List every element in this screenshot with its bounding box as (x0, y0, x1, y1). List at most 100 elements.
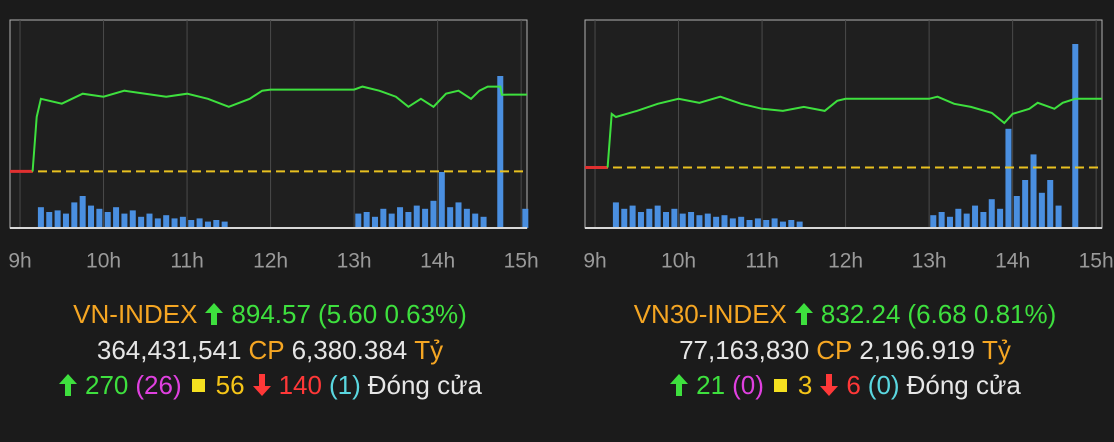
floor: (0) (867, 369, 900, 400)
volume-bar (413, 205, 420, 228)
volume-bar (121, 213, 128, 228)
volume-unit: CP (248, 334, 285, 365)
volume-bar (430, 200, 437, 228)
volume-bar (621, 208, 628, 228)
index-row: VN-INDEX 894.57 (5.60 0.63%) (0, 297, 550, 331)
square-icon (773, 379, 787, 392)
volume-bar (771, 218, 778, 228)
volume-bar (763, 220, 770, 228)
turnover: 6,380.384 (291, 334, 408, 365)
volume-bar (438, 172, 445, 228)
index-value: 832.24 (820, 298, 901, 329)
up-arrow (794, 303, 813, 325)
down-arrow (252, 374, 271, 396)
advances: 21 (696, 369, 726, 400)
volume-bar (612, 202, 619, 228)
index-line (606, 95, 1102, 168)
volume-bar (54, 210, 61, 228)
index-line (31, 85, 528, 172)
volume-bar (704, 213, 711, 228)
volume-bar (79, 196, 86, 228)
volume-bar (946, 216, 953, 228)
volume-bar (796, 221, 803, 228)
x-tick-label: 13h (337, 250, 372, 273)
volume-bar (46, 212, 53, 228)
volume-bar (980, 212, 987, 228)
volume-bar (138, 216, 145, 228)
volume-bar (96, 208, 103, 228)
volume-bar (646, 208, 653, 228)
volume-bar (196, 218, 203, 228)
x-tick-label: 10h (86, 250, 121, 273)
volume-bar (972, 205, 979, 228)
volume: 364,431,541 (96, 334, 242, 365)
square-icon (191, 379, 205, 392)
volume-bar (721, 215, 728, 228)
volume-bar (663, 212, 670, 228)
advances: 270 (85, 369, 129, 400)
up-arrow (205, 303, 224, 325)
status: Đóng cửa (367, 369, 482, 400)
volume-bar (388, 213, 395, 228)
charts: 9h 10h 11h 12h 13h 14h 15h 9h 10h 11h 12h 13h 14h 15h (8, 19, 1114, 273)
volume-bar (696, 215, 703, 228)
index-row: VN30-INDEX 832.24 (6.68 0.81%) (565, 297, 1114, 331)
turnover-unit: Tỷ (414, 334, 444, 365)
volume-bar (447, 207, 454, 228)
volume-bar (637, 212, 644, 228)
volume-bar (1030, 154, 1037, 228)
volume-bar (380, 208, 387, 228)
volume-bar (37, 207, 44, 228)
volume-bar (213, 220, 220, 228)
volume-bar (938, 212, 945, 228)
volume-bar (363, 212, 370, 228)
x-tick-label: 14h (995, 250, 1030, 273)
x-tick-label: 15h (1079, 250, 1114, 273)
volume-bar (688, 212, 695, 228)
volume-bar (729, 218, 736, 228)
volume-bar (355, 213, 362, 228)
index-change: (6.68 0.81%) (907, 298, 1057, 329)
volume-bar (179, 216, 186, 228)
volume-bar (522, 208, 529, 228)
volume-bar (71, 202, 78, 228)
floor: (1) (328, 369, 361, 400)
volume-bar (679, 213, 686, 228)
turnover: 2,196.919 (859, 334, 976, 365)
volume-bar (188, 220, 195, 228)
volume-bar (113, 207, 120, 228)
plot-area (9, 19, 528, 229)
volume-bar (129, 210, 136, 228)
volume-bar (671, 208, 678, 228)
volume-bar (154, 218, 161, 228)
volume-bar (171, 218, 178, 228)
x-tick-label: 9h (8, 250, 31, 273)
volume-bar (88, 205, 95, 228)
volume-bar (463, 208, 470, 228)
volume-bar (997, 208, 1004, 228)
index-change: (5.60 0.63%) (317, 298, 467, 329)
volume-bar (779, 221, 786, 228)
volume-bar (371, 216, 378, 228)
volume-bar (221, 221, 228, 228)
volume: 77,163,830 (679, 334, 810, 365)
volume-bar (472, 213, 479, 228)
volume-bar (713, 216, 720, 228)
volume-bar (788, 220, 795, 228)
x-tick-label: 14h (420, 250, 455, 273)
x-tick-label: 13h (912, 250, 947, 273)
volume-bar (955, 208, 962, 228)
volume-bar (146, 213, 153, 228)
volume-bar (422, 208, 429, 228)
up-arrow (59, 374, 77, 396)
unchanged: 56 (215, 369, 245, 400)
turnover-unit: Tỷ (982, 334, 1011, 365)
volume-bar (62, 213, 69, 228)
unchanged: 3 (797, 369, 813, 400)
volume-bar (480, 216, 487, 228)
x-tick-label: 11h (170, 250, 203, 273)
volume-bar (738, 216, 745, 228)
x-tick-label: 9h (583, 250, 606, 273)
up-arrow (670, 374, 689, 396)
